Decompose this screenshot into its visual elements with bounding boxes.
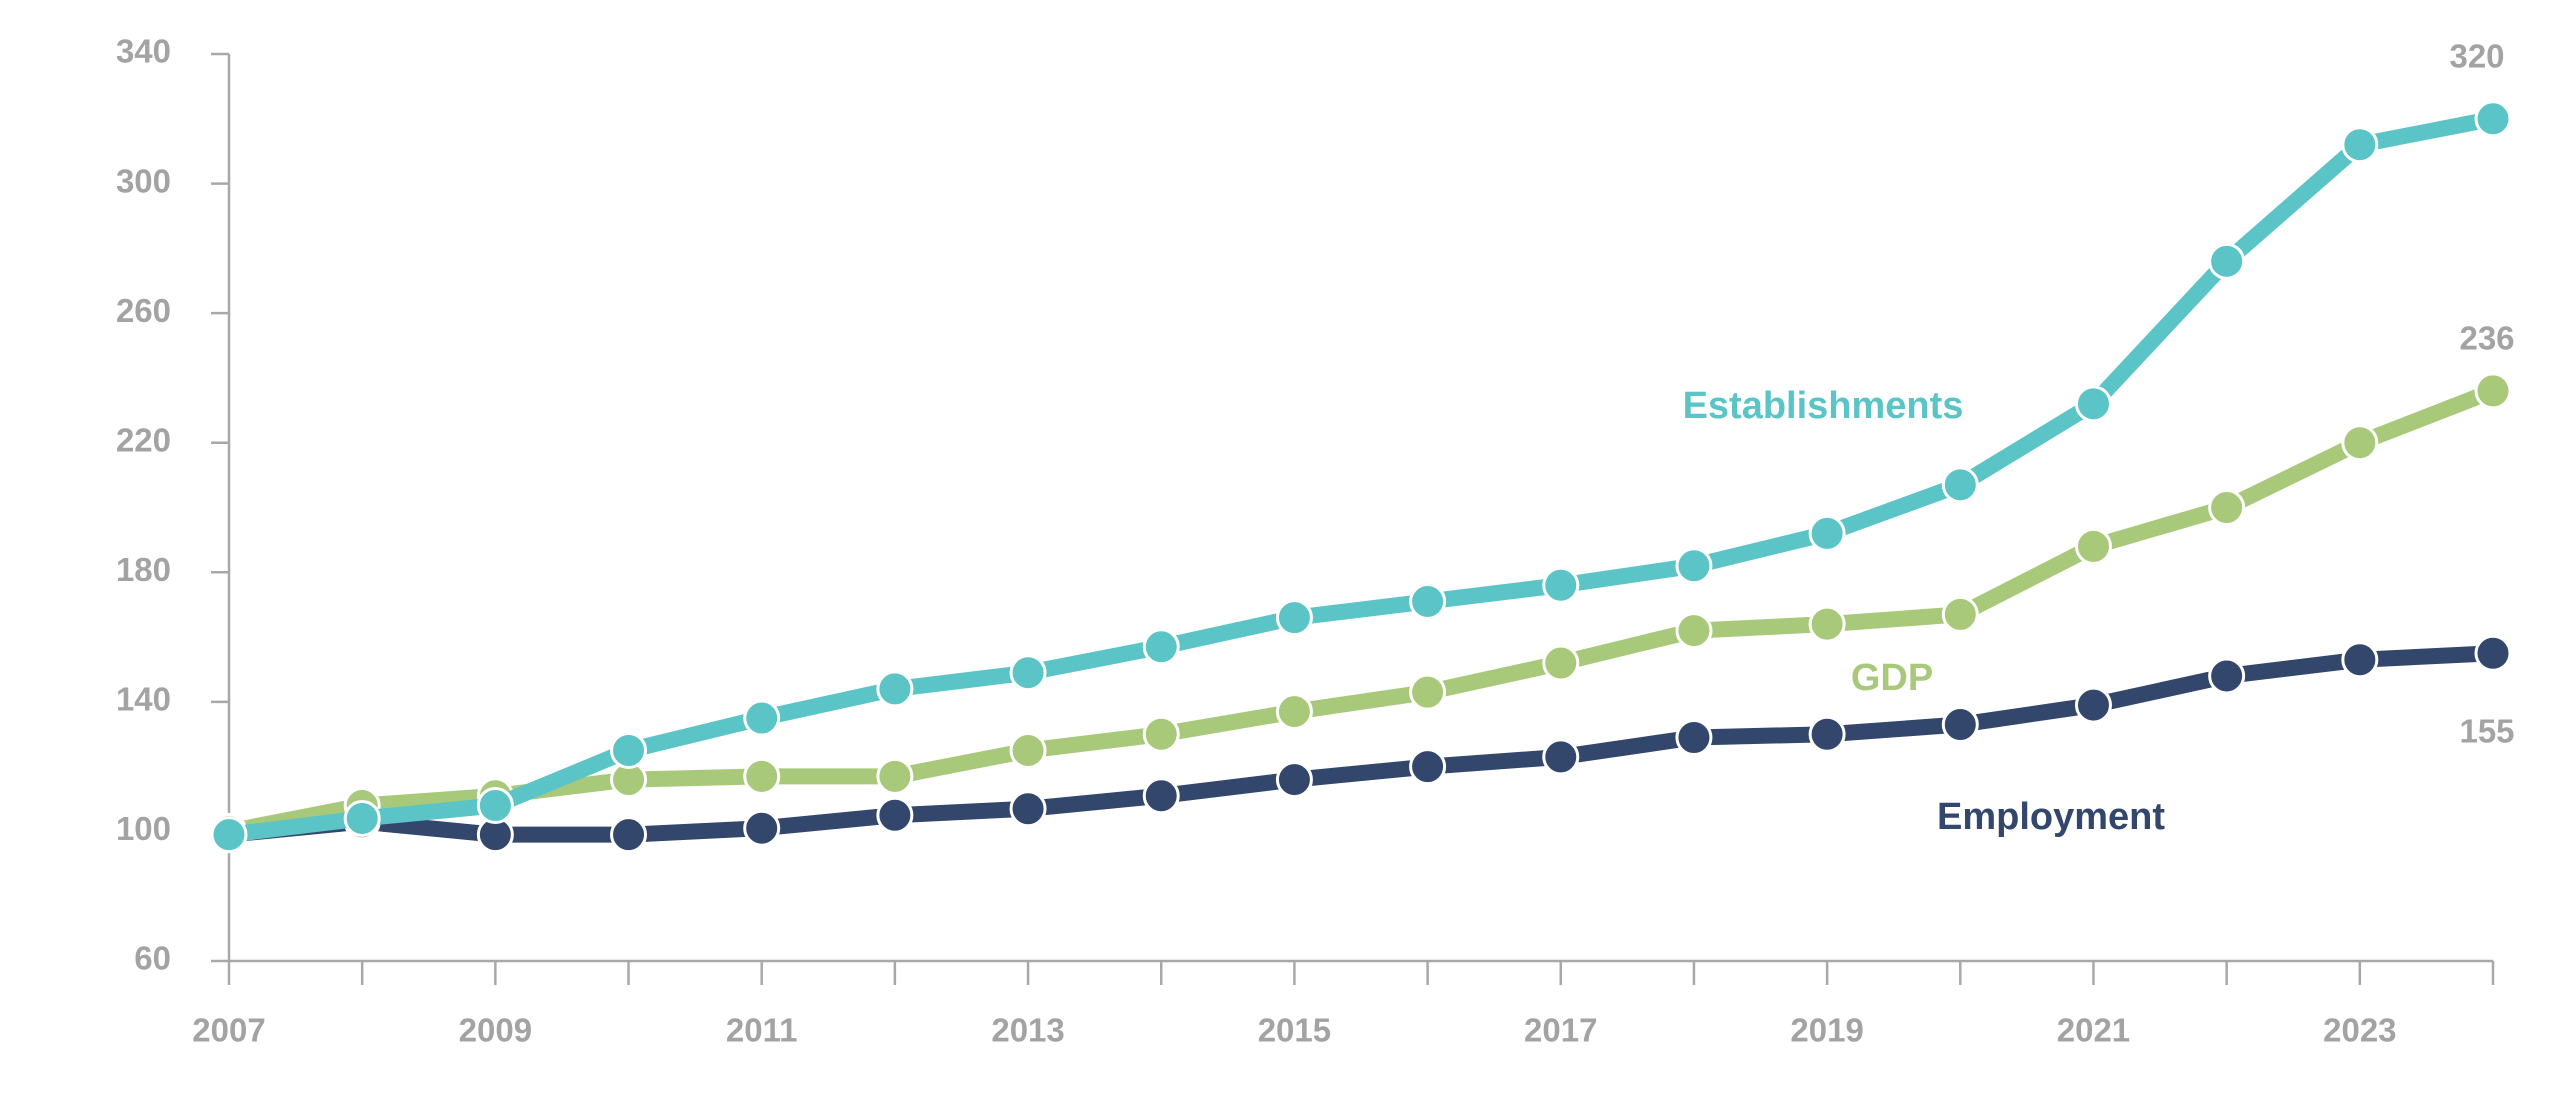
x-tick-label: 2009: [459, 1012, 532, 1049]
marker: [343, 799, 381, 837]
series-label: Employment: [1937, 796, 2165, 838]
marker: [1941, 595, 1979, 633]
marker: [1675, 547, 1713, 585]
marker: [1542, 738, 1580, 776]
marker: [743, 809, 781, 847]
marker: [2074, 385, 2112, 423]
marker: [1542, 566, 1580, 604]
marker: [1542, 644, 1580, 682]
x-tick-label: 2013: [991, 1012, 1064, 1049]
marker: [1009, 790, 1047, 828]
marker: [476, 787, 514, 825]
marker: [1675, 718, 1713, 756]
marker: [1409, 673, 1447, 711]
marker: [210, 816, 248, 854]
marker: [610, 816, 648, 854]
x-tick-label: 2007: [192, 1012, 265, 1049]
y-tick-label: 60: [134, 940, 171, 977]
marker: [2074, 527, 2112, 565]
series-label: Establishments: [1683, 385, 1964, 427]
marker: [1409, 582, 1447, 620]
x-tick-label: 2023: [2323, 1012, 2396, 1049]
x-tick-label: 2019: [1790, 1012, 1863, 1049]
marker: [1009, 731, 1047, 769]
marker: [2474, 100, 2512, 138]
end-value-label: 236: [2459, 320, 2514, 357]
marker: [2341, 641, 2379, 679]
y-tick-label: 300: [116, 162, 171, 199]
marker: [1275, 761, 1313, 799]
x-tick-label: 2021: [2057, 1012, 2130, 1049]
marker: [2208, 242, 2246, 280]
marker: [1941, 706, 1979, 744]
marker: [1409, 748, 1447, 786]
x-tick-label: 2011: [726, 1012, 798, 1049]
y-tick-label: 340: [116, 33, 171, 70]
marker: [1142, 715, 1180, 753]
series-line: [228, 110, 2495, 843]
marker: [876, 757, 914, 795]
y-tick-label: 140: [116, 681, 171, 718]
marker: [2208, 657, 2246, 695]
marker: [1275, 599, 1313, 637]
marker: [2074, 686, 2112, 724]
marker: [1142, 628, 1180, 666]
marker: [1275, 693, 1313, 731]
series-line: [228, 645, 2494, 843]
marker: [1808, 715, 1846, 753]
y-tick-label: 180: [116, 551, 171, 588]
marker: [1808, 605, 1846, 643]
series-line: [227, 383, 2496, 840]
marker: [2474, 372, 2512, 410]
end-value-label: 155: [2459, 713, 2514, 750]
marker: [2341, 424, 2379, 462]
end-value-label: 320: [2449, 38, 2504, 75]
marker: [1675, 612, 1713, 650]
series-label: GDP: [1851, 657, 1933, 699]
marker: [610, 731, 648, 769]
y-tick-label: 100: [116, 810, 171, 847]
marker: [2341, 126, 2379, 164]
marker: [1009, 654, 1047, 692]
marker: [2474, 634, 2512, 672]
marker: [876, 796, 914, 834]
marker: [743, 757, 781, 795]
y-tick-label: 260: [116, 292, 171, 329]
marker: [1142, 777, 1180, 815]
marker: [876, 670, 914, 708]
y-tick-label: 220: [116, 421, 171, 458]
marker: [1808, 514, 1846, 552]
marker: [1941, 466, 1979, 504]
marker: [2208, 489, 2246, 526]
x-tick-label: 2017: [1524, 1012, 1597, 1049]
marker: [743, 699, 781, 737]
x-tick-label: 2015: [1258, 1012, 1331, 1049]
